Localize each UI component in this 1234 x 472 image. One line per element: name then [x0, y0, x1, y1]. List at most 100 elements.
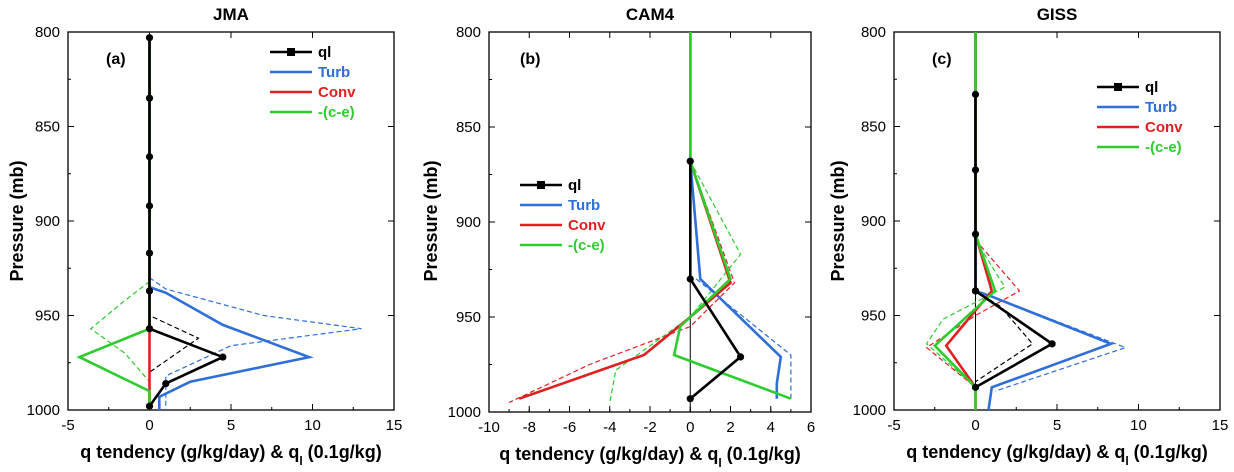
legend-label: Conv	[568, 217, 606, 234]
x-tick-label: -6	[563, 419, 576, 436]
legend-marker	[287, 48, 295, 56]
x-tick-label: -5	[887, 417, 900, 434]
dashed-line	[148, 287, 200, 410]
x-tick-label: 6	[807, 419, 815, 436]
y-tick-label: 950	[861, 308, 886, 325]
dashed-line	[991, 296, 1128, 392]
data-point	[686, 157, 694, 165]
y-tick-label: 850	[861, 119, 886, 136]
series-line	[944, 32, 994, 410]
legend-label: Turb	[1145, 99, 1177, 116]
x-tick-label: 2	[726, 419, 734, 436]
series-line	[974, 94, 1055, 389]
series-line	[688, 161, 743, 400]
legend-label: Turb	[568, 197, 600, 214]
dashed-line	[149, 277, 362, 410]
data-point	[145, 153, 154, 161]
panel-label: (b)	[520, 51, 540, 68]
y-tick-label: 800	[35, 24, 60, 41]
series-line	[688, 32, 783, 399]
dashed-line	[508, 160, 736, 404]
data-point	[145, 402, 154, 410]
series-line	[974, 32, 1115, 411]
data-point	[219, 353, 227, 361]
legend-label: -(c-e)	[1145, 139, 1182, 156]
x-tick-label: -10	[478, 419, 500, 436]
dashed-line	[975, 290, 1034, 383]
data-point	[145, 202, 154, 210]
legend-label: -(c-e)	[318, 104, 355, 121]
panel-jma: JMA (a) Pressure (mb) q tendency (g/kg/d…	[7, 5, 402, 468]
y-tick-label: 900	[35, 213, 60, 230]
data-point	[145, 94, 154, 102]
data-point	[145, 287, 154, 295]
data-point	[971, 166, 980, 174]
x-tick-label: 10	[304, 417, 321, 434]
data-point	[145, 249, 154, 257]
y-tick-label: 850	[35, 119, 60, 136]
y-tick-label: 900	[456, 214, 481, 231]
x-tick-label: 0	[686, 419, 694, 436]
dashed-line	[925, 239, 1006, 388]
panel-label: (a)	[106, 51, 126, 68]
data-point	[971, 287, 980, 295]
data-point	[971, 230, 980, 238]
y-tick-label: 950	[35, 308, 60, 325]
legend-label: -(c-e)	[568, 237, 605, 254]
legend-label: Conv	[1145, 119, 1183, 136]
y-tick-label: 800	[861, 24, 886, 41]
x-tick-label: 10	[1130, 417, 1147, 434]
series-line	[148, 37, 314, 410]
legend-label: ql	[1145, 79, 1158, 96]
y-tick-label: 850	[456, 119, 481, 136]
data-point	[1048, 340, 1056, 348]
x-tick-label: 5	[1053, 417, 1061, 434]
data-point	[971, 90, 980, 98]
data-point	[686, 275, 694, 283]
dashed-line	[609, 160, 742, 403]
x-axis-label: q tendency (g/kg/day) & ql (0.1g/kg)	[80, 442, 381, 468]
x-tick-label: -8	[523, 419, 536, 436]
legend-marker	[1114, 83, 1122, 91]
y-tick-label: 950	[456, 309, 481, 326]
series-line	[148, 37, 227, 407]
y-axis-label: Pressure (mb)	[828, 160, 848, 281]
chart-title: GISS	[1037, 5, 1078, 24]
chart-title: JMA	[213, 5, 249, 24]
x-tick-label: -4	[603, 419, 616, 436]
series-line	[518, 32, 733, 400]
x-axis-label: q tendency (g/kg/day) & ql (0.1g/kg)	[906, 442, 1207, 468]
panel-giss: GISS (c) Pressure (mb) q tendency (g/kg/…	[828, 5, 1228, 468]
y-tick-label: 1000	[27, 402, 60, 419]
x-tick-label: -2	[643, 419, 656, 436]
dashed-line	[925, 239, 1021, 388]
x-tick-label: 5	[227, 417, 235, 434]
y-tick-label: 800	[456, 24, 481, 41]
x-tick-label: -5	[61, 417, 74, 434]
data-point	[145, 34, 154, 42]
legend-label: Conv	[318, 84, 356, 101]
chart-title: CAM4	[626, 5, 675, 24]
x-tick-label: 0	[145, 417, 153, 434]
series-line	[932, 32, 997, 410]
legend-label: ql	[568, 177, 581, 194]
data-point	[145, 325, 154, 333]
series-line	[76, 37, 151, 410]
data-point	[971, 383, 980, 391]
legend-label: Turb	[318, 64, 350, 81]
y-axis-label: Pressure (mb)	[421, 160, 441, 281]
legend-label: ql	[318, 44, 331, 61]
x-tick-label: 15	[1212, 417, 1229, 434]
x-tick-label: 15	[386, 417, 403, 434]
data-point	[736, 353, 745, 361]
y-tick-label: 1000	[853, 402, 886, 419]
y-tick-label: 1000	[448, 404, 481, 421]
panel-cam4: CAM4 (b) Pressure (mb) q tendency (g/kg/…	[421, 5, 815, 470]
plot-frame	[488, 31, 812, 413]
x-axis-label: q tendency (g/kg/day) & ql (0.1g/kg)	[499, 444, 800, 470]
y-tick-label: 900	[861, 213, 886, 230]
x-tick-label: 0	[971, 417, 979, 434]
y-axis-label: Pressure (mb)	[7, 160, 27, 281]
data-point	[162, 379, 170, 388]
